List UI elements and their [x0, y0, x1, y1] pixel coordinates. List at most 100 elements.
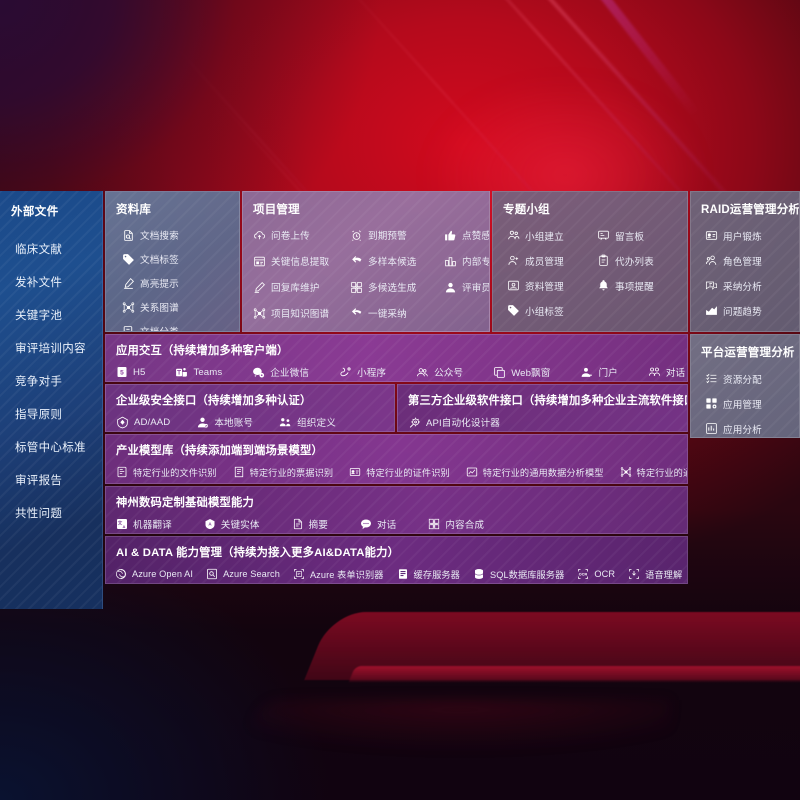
menu-item-cache-server[interactable]: 缓存服务器: [397, 564, 460, 583]
menu-item-document-tag[interactable]: 文档标签: [122, 247, 239, 271]
bell-icon: [597, 279, 610, 292]
wechat-work-icon: [252, 366, 265, 379]
sidebar-item-review-training[interactable]: 审评培训内容: [15, 343, 86, 355]
menu-item-label: 本地账号: [214, 418, 254, 429]
menu-item-event-reminder[interactable]: 事项提醒: [597, 273, 687, 298]
menu-item-questionnaire-upload[interactable]: 问卷上传: [253, 222, 350, 248]
menu-item-group-tag[interactable]: 小组标签: [507, 298, 597, 323]
qa-chat-icon: [705, 279, 718, 292]
menu-item-reply-library-maintain[interactable]: 回复库维护: [253, 274, 350, 300]
sidebar-item-supplement-files[interactable]: 发补文件: [15, 277, 63, 289]
menu-item-ocr[interactable]: OCR OCR: [577, 564, 616, 583]
menu-item-label: 组织定义: [297, 418, 336, 429]
menu-item-speech-understanding[interactable]: 语音理解: [628, 564, 682, 583]
panel-ai-items: Azure Open AI Azure Search Azure 表单识别器 缓…: [106, 560, 687, 583]
menu-item-one-click-adopt[interactable]: 一键采纳: [350, 300, 444, 326]
menu-item-multi-candidate-generate[interactable]: 多候选生成: [350, 274, 444, 300]
menu-item-file-recognition[interactable]: 特定行业的文件识别: [116, 462, 217, 482]
sidebar-item-clinical-literature[interactable]: 临床文献: [15, 244, 63, 256]
menu-item-portal[interactable]: 门户: [580, 362, 618, 381]
sidebar-item-common-issues[interactable]: 共性问题: [15, 508, 63, 520]
menu-item-sql-database-server[interactable]: SQL数据库服务器: [473, 564, 565, 583]
menu-item-project-knowledge-graph[interactable]: 项目知识图谱: [253, 300, 350, 326]
menu-item-material-management[interactable]: 资料管理: [507, 273, 597, 298]
panel-raid-analysis: RAID运营管理分析 用户锻炼 角色管理 采纳分析: [690, 191, 800, 332]
menu-item-internal-expert-ranking[interactable]: 内部专家排名: [444, 248, 489, 274]
menu-item-summary[interactable]: 摘要: [292, 514, 328, 533]
menu-item-azure-openai[interactable]: Azure Open AI: [115, 564, 193, 583]
analysis-chart-icon: [705, 422, 718, 435]
cache-server-icon: [397, 568, 409, 580]
menu-item-role-management[interactable]: 角色管理: [705, 248, 799, 273]
menu-item-ad-aad[interactable]: AD/AAD: [116, 412, 170, 431]
panel-thirdparty-items: API自动化设计器: [398, 408, 687, 431]
sidebar-item-competitors[interactable]: 竞争对手: [15, 376, 63, 388]
menu-item-label: 多候选生成: [368, 283, 417, 294]
menu-item-azure-search[interactable]: Azure Search: [206, 564, 280, 583]
svg-text:A: A: [208, 522, 212, 527]
menu-item-relation-graph[interactable]: 关系图谱: [122, 295, 239, 319]
menu-item-id-recognition[interactable]: 特定行业的证件识别: [349, 462, 450, 482]
menu-item-label: 特定行业的证件识别: [366, 468, 450, 478]
menu-item-highlight[interactable]: 高亮提示: [122, 271, 239, 295]
sidebar-item-keyword-pool[interactable]: 关键字池: [15, 310, 63, 322]
menu-item-document-search[interactable]: 文档搜索: [122, 223, 239, 247]
menu-item-label: 关键实体: [220, 520, 260, 531]
menu-item-org-define[interactable]: 组织定义: [279, 412, 336, 431]
menu-item-label: SQL数据库服务器: [489, 570, 565, 580]
menu-item-multi-sample-candidate[interactable]: 多样本候选: [350, 248, 444, 274]
menu-item-api-designer[interactable]: API自动化设计器: [408, 412, 500, 431]
svg-text:5: 5: [120, 370, 124, 377]
menu-item-teams[interactable]: Teams: [175, 362, 222, 381]
menu-item-label: 机器翻译: [133, 520, 172, 531]
sidebar-item-guidelines[interactable]: 指导原则: [15, 409, 63, 421]
menu-item-todo-list[interactable]: 代办列表: [597, 248, 687, 273]
menu-item-app-analysis[interactable]: 应用分析: [705, 416, 799, 437]
org-define-icon: [279, 416, 292, 429]
menu-item-issue-trend[interactable]: 问题趋势: [705, 298, 799, 323]
menu-item-label: 公众号: [434, 368, 464, 379]
menu-item-key-info-extract[interactable]: 关键信息提取: [253, 248, 350, 274]
menu-item-receipt-recognition[interactable]: 特定行业的票据识别: [233, 462, 334, 482]
menu-item-user-profile[interactable]: 用户锻炼: [705, 223, 799, 248]
menu-item-reviewer-portrait[interactable]: 评审员画像: [444, 274, 489, 300]
menu-item-wechat-work[interactable]: 企业微信: [252, 362, 309, 381]
menu-item-web-popup[interactable]: Web飘窗: [493, 362, 550, 381]
menu-item-thumbs-up-thanks[interactable]: 点赞感谢: [444, 222, 489, 248]
menu-item-member-management[interactable]: 成员管理: [507, 248, 597, 273]
menu-item-azure-form-recognizer[interactable]: Azure 表单识别器: [293, 564, 384, 583]
menu-item-document-category[interactable]: 文档分类: [122, 319, 239, 331]
menu-item-dialog[interactable]: 对话: [648, 362, 685, 381]
menu-item-label: 采纳分析: [723, 281, 762, 293]
menu-item-label: 应用管理: [723, 399, 762, 411]
menu-item-local-account[interactable]: 本地账号: [196, 412, 254, 431]
knowledge-graph-icon: [620, 466, 632, 478]
content-synth-icon: [428, 518, 440, 530]
menu-item-label: 应用分析: [723, 424, 762, 436]
menu-item-label: OCR: [594, 569, 616, 579]
menu-item-data-analysis-model[interactable]: 特定行业的通用数据分析模型: [466, 462, 604, 482]
menu-item-group-create[interactable]: 小组建立: [507, 223, 597, 248]
menu-item-h5[interactable]: 5 H5: [116, 362, 145, 381]
menu-item-resource-allocation[interactable]: 资源分配: [705, 366, 799, 391]
menu-item-message-board[interactable]: 留言板: [597, 223, 687, 248]
menu-item-official-account[interactable]: 公众号: [416, 362, 464, 381]
panel-security-title: 企业级安全接口（持续增加多种认证）: [116, 395, 312, 407]
menu-item-chat[interactable]: 对话: [360, 514, 396, 533]
menu-item-content-synthesis[interactable]: 内容合成: [428, 514, 484, 533]
menu-item-adoption-analysis[interactable]: 采纳分析: [705, 273, 799, 298]
sidebar-item-review-report[interactable]: 审评报告: [15, 475, 63, 487]
document-list-icon: [122, 325, 135, 331]
menu-item-app-management[interactable]: 应用管理: [705, 391, 799, 416]
menu-item-miniprogram[interactable]: 小程序: [339, 362, 387, 381]
menu-item-expiry-alert[interactable]: 到期预警: [350, 222, 444, 248]
menu-item-label: 小程序: [357, 368, 387, 379]
openai-icon: [115, 568, 127, 580]
teams-icon: [175, 366, 188, 379]
menu-item-key-entity[interactable]: A 关键实体: [204, 514, 260, 533]
adopt-arrow-icon: [350, 307, 363, 320]
sidebar-item-standards-center[interactable]: 标管中心标准: [15, 442, 86, 454]
menu-item-knowledge-graph-model[interactable]: 特定行业的通用知识图谱模型: [620, 462, 687, 482]
